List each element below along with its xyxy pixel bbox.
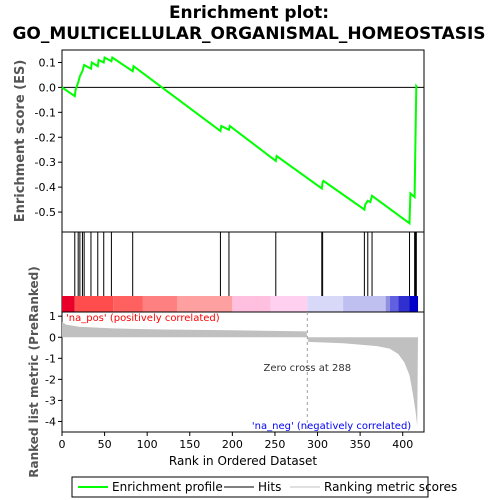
enrichment-profile-line bbox=[61, 55, 419, 226]
x-tick-label: 300 bbox=[307, 438, 328, 451]
legend-label-enrichment-profile: Enrichment profile bbox=[112, 480, 223, 494]
color-bar-segment bbox=[307, 296, 344, 312]
color-bar-segment bbox=[409, 296, 419, 312]
x-tick-label: 50 bbox=[98, 438, 112, 451]
color-bar-segment bbox=[389, 296, 399, 312]
ranking-metric-area bbox=[62, 322, 418, 426]
metric-y-tick-label: -1 bbox=[45, 352, 56, 365]
metric-y-axis-label: Ranked list metric (PreRanked) bbox=[27, 266, 41, 478]
negative-correlation-label: 'na_neg' (negatively correlated) bbox=[252, 421, 411, 432]
metric-y-tick-label: -4 bbox=[45, 415, 56, 428]
chart-title-line2: GO_MULTICELLULAR_ORGANISMAL_HOMEOSTASIS bbox=[12, 24, 485, 44]
metric-panel: Zero cross at 288 'na_pos' (positively c… bbox=[27, 266, 425, 478]
zero-cross-label: Zero cross at 288 bbox=[263, 363, 351, 374]
es-y-tick-label: -0.5 bbox=[35, 206, 56, 219]
x-tick-label: 100 bbox=[137, 438, 158, 451]
es-y-tick-label: -0.3 bbox=[35, 156, 56, 169]
color-bar-segment bbox=[176, 296, 233, 312]
color-bar-segment bbox=[142, 296, 177, 312]
es-y-tick-label: -0.2 bbox=[35, 131, 56, 144]
chart-title-line1: Enrichment plot: bbox=[169, 3, 329, 23]
x-tick-label: 350 bbox=[350, 438, 371, 451]
metric-y-axis: 1 0 -1 -2 -3 -4 bbox=[45, 310, 62, 428]
x-tick-label: 250 bbox=[264, 438, 285, 451]
es-panel: 0.1 0.0 -0.1 -0.2 -0.3 -0.4 -0.5 Enrichment sc… bbox=[13, 49, 425, 233]
x-tick-label: 150 bbox=[179, 438, 200, 451]
metric-y-tick-label: 1 bbox=[49, 310, 56, 323]
metric-y-tick-label: 0 bbox=[49, 331, 56, 344]
color-bar-segment bbox=[270, 296, 308, 312]
color-bar-segment bbox=[385, 296, 390, 312]
color-bar-segment bbox=[398, 296, 410, 312]
legend-label-hits: Hits bbox=[258, 480, 281, 494]
x-axis-label: Rank in Ordered Dataset bbox=[169, 454, 317, 468]
x-tick-label: 200 bbox=[222, 438, 243, 451]
color-bar-segment bbox=[113, 296, 143, 312]
x-tick-label: 0 bbox=[59, 438, 66, 451]
metric-x-axis: 0 50 100 150 200 250 300 350 400 bbox=[59, 432, 413, 451]
metric-y-tick-label: -2 bbox=[45, 373, 56, 386]
x-tick-label: 400 bbox=[392, 438, 413, 451]
es-y-tick-label: -0.4 bbox=[35, 181, 56, 194]
color-bar-segment bbox=[74, 296, 114, 312]
hits-panel bbox=[61, 231, 425, 313]
positive-correlation-label: 'na_pos' (positively correlated) bbox=[66, 313, 220, 324]
es-y-tick-label: 0.1 bbox=[39, 56, 57, 69]
hit-lines bbox=[74, 232, 417, 296]
es-y-tick-label: -0.1 bbox=[35, 106, 56, 119]
es-y-axis-label: Enrichment score (ES) bbox=[13, 60, 28, 223]
color-bar-segment bbox=[232, 296, 271, 312]
es-y-tick-label: 0.0 bbox=[39, 81, 57, 94]
metric-y-tick-label: -3 bbox=[45, 394, 56, 407]
es-y-axis: 0.1 0.0 -0.1 -0.2 -0.3 -0.4 -0.5 bbox=[35, 56, 62, 219]
legend: Enrichment profile Hits Ranking metric s… bbox=[71, 476, 457, 498]
es-panel-frame bbox=[61, 49, 425, 233]
color-bar-segment bbox=[62, 296, 75, 312]
legend-label-ranking-metric: Ranking metric scores bbox=[324, 480, 457, 494]
rank-color-bar bbox=[62, 296, 419, 312]
color-bar-segment bbox=[343, 296, 386, 312]
